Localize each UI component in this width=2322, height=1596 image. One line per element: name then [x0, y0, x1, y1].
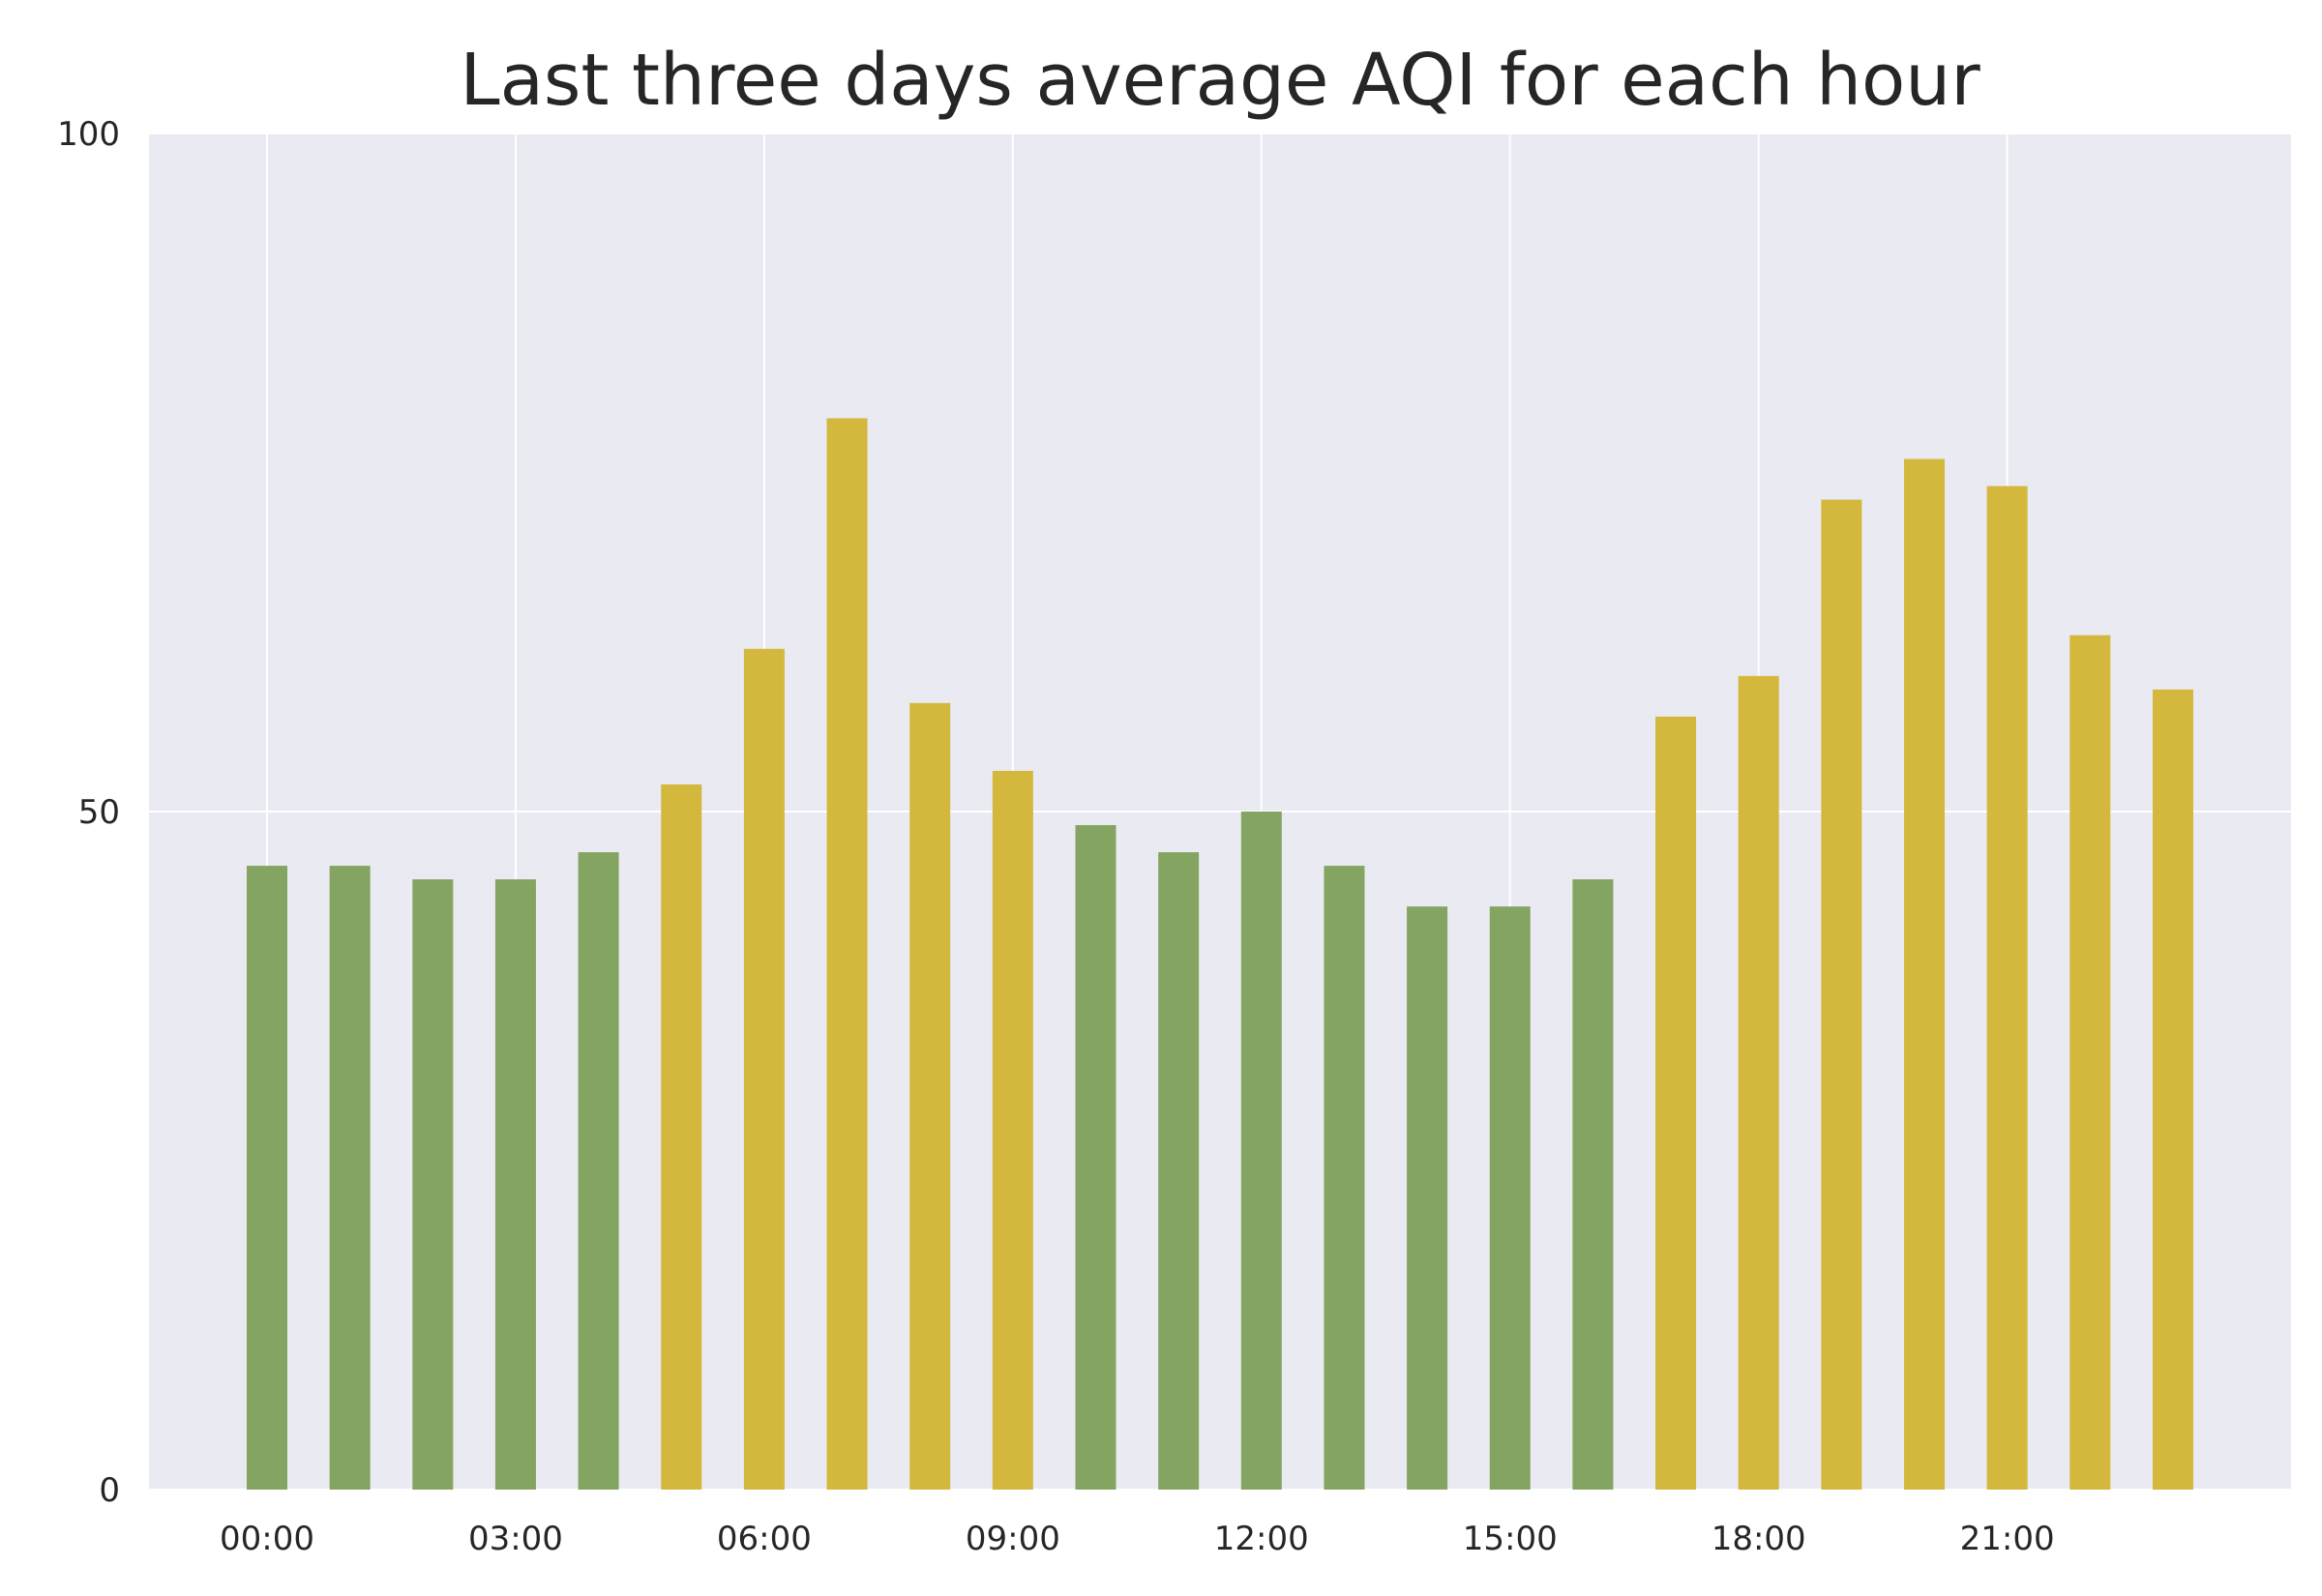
bar-0900: [992, 770, 1033, 1490]
x-tick-label-0900: 09:00: [966, 1520, 1060, 1558]
x-tick-label-0000: 00:00: [220, 1520, 314, 1558]
x-tick-label-0600: 06:00: [717, 1520, 812, 1558]
bar-0300: [494, 879, 536, 1490]
y-axis-tick-labels: 0 50 100: [57, 115, 120, 1510]
bar-series: [247, 418, 2193, 1491]
y-tick-label-0: 0: [99, 1471, 120, 1510]
bar-0400: [578, 852, 619, 1490]
bar-0600: [743, 648, 785, 1490]
x-tick-label-1800: 18:00: [1712, 1520, 1806, 1558]
bar-0700: [826, 418, 868, 1490]
bar-0000: [247, 866, 287, 1490]
bar-1900: [1821, 499, 1862, 1490]
bar-1400: [1407, 906, 1448, 1490]
bar-0800: [909, 702, 951, 1490]
bar-2000: [1904, 458, 1945, 1491]
bar-0200: [412, 879, 454, 1490]
bar-1700: [1655, 716, 1697, 1490]
bar-2200: [2069, 635, 2111, 1490]
bar-1200: [1240, 812, 1282, 1490]
x-tick-label-1500: 15:00: [1463, 1520, 1558, 1558]
bar-1600: [1572, 879, 1614, 1490]
x-tick-label-0300: 03:00: [468, 1520, 563, 1558]
bar-0500: [661, 783, 702, 1490]
bar-1300: [1324, 866, 1365, 1490]
bar-1800: [1738, 675, 1779, 1490]
bar-1000: [1075, 825, 1116, 1490]
x-tick-label-1200: 12:00: [1214, 1520, 1309, 1558]
y-tick-label-100: 100: [57, 115, 120, 154]
bar-0100: [329, 866, 371, 1490]
bar-1500: [1489, 906, 1531, 1490]
bar-2100: [1986, 486, 2028, 1490]
x-tick-label-2100: 21:00: [1960, 1520, 2055, 1558]
bar-2300: [2152, 689, 2193, 1490]
y-tick-label-50: 50: [78, 793, 120, 832]
bar-1100: [1158, 852, 1200, 1490]
chart-title: Last three days average AQI for each hou…: [460, 39, 1980, 122]
x-axis-tick-labels: 00:00 03:00 06:00 09:00 12:00 15:00 18:00 21:00: [220, 1520, 2055, 1558]
